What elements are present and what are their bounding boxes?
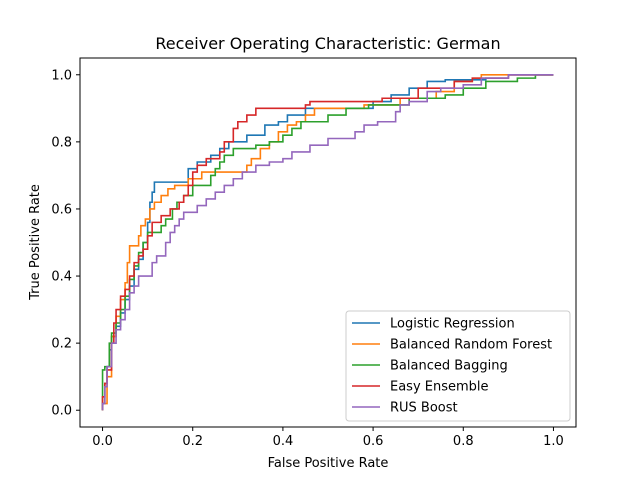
legend-label: RUS Boost [390,401,458,416]
axes-frame [79,57,577,428]
y-tick-label: 0.0 [51,404,72,419]
x-axis-label: False Positive Rate [268,456,389,471]
legend-label: Logistic Regression [390,317,515,332]
y-axis-ticks: 0.0 0.2 0.4 0.6 0.8 1.0 [51,68,80,419]
y-tick-label: 1.0 [51,68,72,83]
series-line-2 [101,73,554,411]
y-axis-label: True Positive Rate [28,184,43,301]
x-tick-label: 1.0 [543,434,564,449]
x-axis-ticks: 0.0 0.2 0.4 0.6 0.8 1.0 [92,427,564,449]
legend-box [345,310,571,422]
legend-label: Easy Ensemble [390,380,489,395]
series-lines [101,73,554,411]
x-tick-label: 0.0 [92,434,113,449]
series-line-4 [101,73,554,411]
y-tick-label: 0.2 [51,337,72,352]
legend-label: Balanced Random Forest [390,338,552,353]
series-line-3 [101,73,554,411]
x-tick-label: 0.2 [182,434,203,449]
chart-title: Receiver Operating Characteristic: Germa… [155,34,500,53]
series-line-5 [101,73,554,411]
x-tick-label: 0.8 [453,434,474,449]
y-tick-label: 0.6 [51,202,72,217]
legend: Logistic Regression Balanced Random Fores… [345,310,571,422]
x-tick-label: 0.6 [363,434,384,449]
y-tick-label: 0.8 [51,135,72,150]
x-tick-label: 0.4 [273,434,294,449]
legend-label: Balanced Bagging [390,359,508,374]
y-tick-label: 0.4 [51,270,72,285]
